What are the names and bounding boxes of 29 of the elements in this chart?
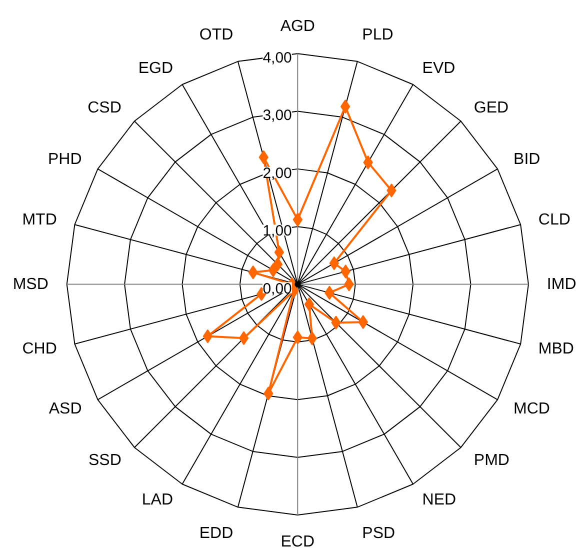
- spoke-label: MCD: [514, 400, 550, 418]
- spoke-label: PLD: [362, 26, 394, 44]
- spoke-label: EDD: [199, 525, 234, 542]
- spoke-label: OTD: [199, 26, 234, 44]
- spoke-label: BID: [514, 151, 540, 168]
- spoke-label: MTD: [22, 211, 57, 228]
- spoke-label: AGD: [280, 18, 315, 36]
- y-tick-label: 4,00: [262, 50, 292, 67]
- y-tick-label: 2,00: [262, 164, 292, 182]
- spoke-label: MBD: [538, 340, 574, 358]
- spoke-label: PMD: [474, 452, 510, 470]
- y-tick-label: 1,00: [262, 222, 292, 240]
- spoke-label: ASD: [48, 400, 82, 418]
- spoke-label: IMD: [546, 276, 576, 293]
- spoke-label: CLD: [538, 211, 570, 228]
- spoke-label: MSD: [12, 276, 48, 293]
- spoke-label: PHD: [48, 151, 82, 168]
- spoke-label: PSD: [362, 525, 396, 542]
- spoke-label: SSD: [88, 452, 122, 470]
- spoke-label: EVD: [422, 60, 456, 77]
- spoke-label: CSD: [88, 100, 122, 117]
- spoke-label: NED: [422, 492, 456, 509]
- spoke-label: CHD: [22, 340, 57, 358]
- spoke-label: EGD: [138, 60, 174, 77]
- spoke-label: LAD: [142, 492, 174, 509]
- y-tick-label: 3,00: [262, 107, 292, 124]
- spoke-label: ECD: [280, 534, 315, 548]
- y-tick-label: 0,00: [262, 280, 292, 298]
- spoke-label: GED: [474, 100, 509, 117]
